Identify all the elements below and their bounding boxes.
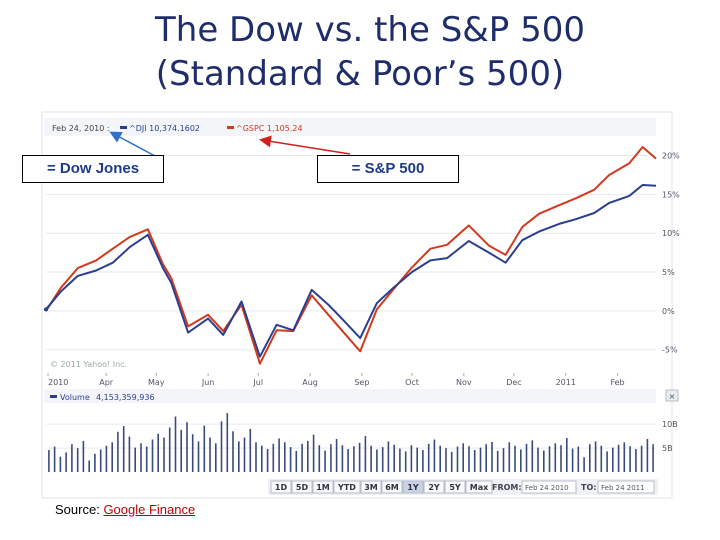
- header-dji: ^DJI 10,374.1602: [129, 124, 200, 133]
- range-button-bg: [360, 480, 382, 494]
- range-button-label: 2Y: [428, 483, 440, 492]
- from-label: FROM:: [492, 483, 522, 492]
- x-tick-label: 2011: [556, 378, 576, 387]
- volume-label: Volume: [60, 393, 90, 402]
- volume-header-bar: [44, 389, 656, 403]
- to-label: TO:: [581, 483, 596, 492]
- dow-callout-arrow: [109, 131, 156, 157]
- from-date-field[interactable]: [521, 480, 577, 494]
- volume-tick-label: 10B: [662, 420, 678, 429]
- range-button-bg: [291, 480, 313, 494]
- y-tick-label: 10%: [662, 229, 680, 238]
- x-tick-label: Jun: [201, 378, 215, 387]
- range-button-label: 1M: [316, 483, 330, 492]
- dji-legend-swatch: [120, 126, 127, 129]
- volume-swatch: [50, 395, 57, 398]
- x-tick-label: Sep: [354, 378, 369, 387]
- range-button-label: 5D: [296, 483, 309, 492]
- volume-bars: [48, 413, 654, 472]
- range-button-5d[interactable]: 5D: [291, 480, 313, 494]
- range-button-6m[interactable]: 6M: [381, 480, 403, 494]
- source-prefix: Source:: [55, 502, 100, 517]
- volume-value: 4,153,359,936: [96, 393, 155, 402]
- to-date-value: Feb 24 2011: [601, 484, 645, 492]
- y-tick-label: 0%: [662, 307, 675, 316]
- from-date-value: Feb 24 2010: [525, 484, 569, 492]
- range-button-3m[interactable]: 3M: [360, 480, 382, 494]
- y-tick-label: 20%: [662, 152, 680, 161]
- x-tick-label: 2010: [48, 378, 68, 387]
- chart-copyright: © 2011 Yahoo! Inc.: [50, 360, 127, 369]
- header-date: Feb 24, 2010 :: [52, 124, 110, 133]
- x-tick-label: May: [148, 378, 165, 387]
- volume-tick-label: 5B: [662, 444, 673, 453]
- price-y-ticks: 20% 15% 10% 5% 0% -5%: [662, 152, 680, 355]
- range-button-label: 3M: [364, 483, 378, 492]
- to-date-field[interactable]: [597, 480, 655, 494]
- dow-jones-callout: = Dow Jones: [22, 155, 164, 183]
- range-button-1m[interactable]: 1M: [312, 480, 334, 494]
- dji-line: [45, 184, 657, 358]
- x-tick-label: Oct: [405, 378, 419, 387]
- range-button-bg: [423, 480, 445, 494]
- y-tick-label: 5%: [662, 268, 675, 277]
- range-button-5y[interactable]: 5Y: [444, 480, 466, 494]
- range-button-label: 1Y: [407, 483, 419, 492]
- price-lines: [44, 146, 657, 365]
- range-button-1y[interactable]: 1Y: [402, 480, 424, 494]
- range-button-1d[interactable]: 1D: [270, 480, 292, 494]
- gspc-legend-swatch: [227, 126, 234, 129]
- start-marker: [44, 307, 48, 312]
- collapse-volume-button[interactable]: [665, 389, 679, 402]
- range-button-2y[interactable]: 2Y: [423, 480, 445, 494]
- range-button-ytd[interactable]: YTD: [333, 480, 361, 494]
- range-button-bg: [270, 480, 292, 494]
- range-button-bg: [465, 480, 493, 494]
- slide-title-line-2: (Standard & Poor’s 500): [155, 54, 565, 94]
- range-button-bg: [381, 480, 403, 494]
- volume-y-ticks: 10B 5B: [662, 420, 678, 453]
- range-button-max[interactable]: Max: [465, 480, 493, 494]
- gspc-line: [45, 146, 657, 365]
- x-axis-labels: 2010 Apr May Jun Jul Aug Sep Oct Nov Dec 2011 Feb: [47, 373, 625, 387]
- y-tick-label: 15%: [662, 190, 680, 199]
- y-tick-label: -5%: [662, 346, 678, 355]
- range-button-label: 1D: [275, 483, 288, 492]
- collapse-icon: ×: [669, 392, 676, 401]
- x-tick-label: Apr: [99, 378, 114, 387]
- sp-callout-arrow: [259, 135, 351, 155]
- x-tick-label: Nov: [456, 378, 472, 387]
- range-button-bg: [444, 480, 466, 494]
- range-button-bg: [402, 480, 424, 494]
- range-button-bg: [333, 480, 361, 494]
- range-button-label: 5Y: [449, 483, 461, 492]
- range-button-label: Max: [470, 483, 489, 492]
- range-button-label: YTD: [337, 483, 356, 492]
- x-tick-label: Aug: [302, 378, 318, 387]
- header-gspc: ^GSPC 1,105.24: [236, 124, 303, 133]
- google-finance-link[interactable]: Google Finance: [103, 502, 196, 517]
- range-button-bg: [312, 480, 334, 494]
- volume-grid: [46, 423, 656, 449]
- range-buttons: 1D 5D 1M YTD 3M 6M 1Y 2Y 5Y Max: [270, 480, 493, 494]
- range-button-label: 6M: [385, 483, 399, 492]
- quote-header-bar: [44, 118, 656, 136]
- x-tick-label: Feb: [610, 378, 624, 387]
- sp500-callout: = S&P 500: [317, 155, 459, 183]
- x-tick-label: Jul: [252, 378, 263, 387]
- x-tick-label: Dec: [506, 378, 521, 387]
- slide-title-line-1: The Dow vs. the S&P 500: [155, 10, 585, 50]
- source-line: Source: Google Finance: [55, 502, 195, 517]
